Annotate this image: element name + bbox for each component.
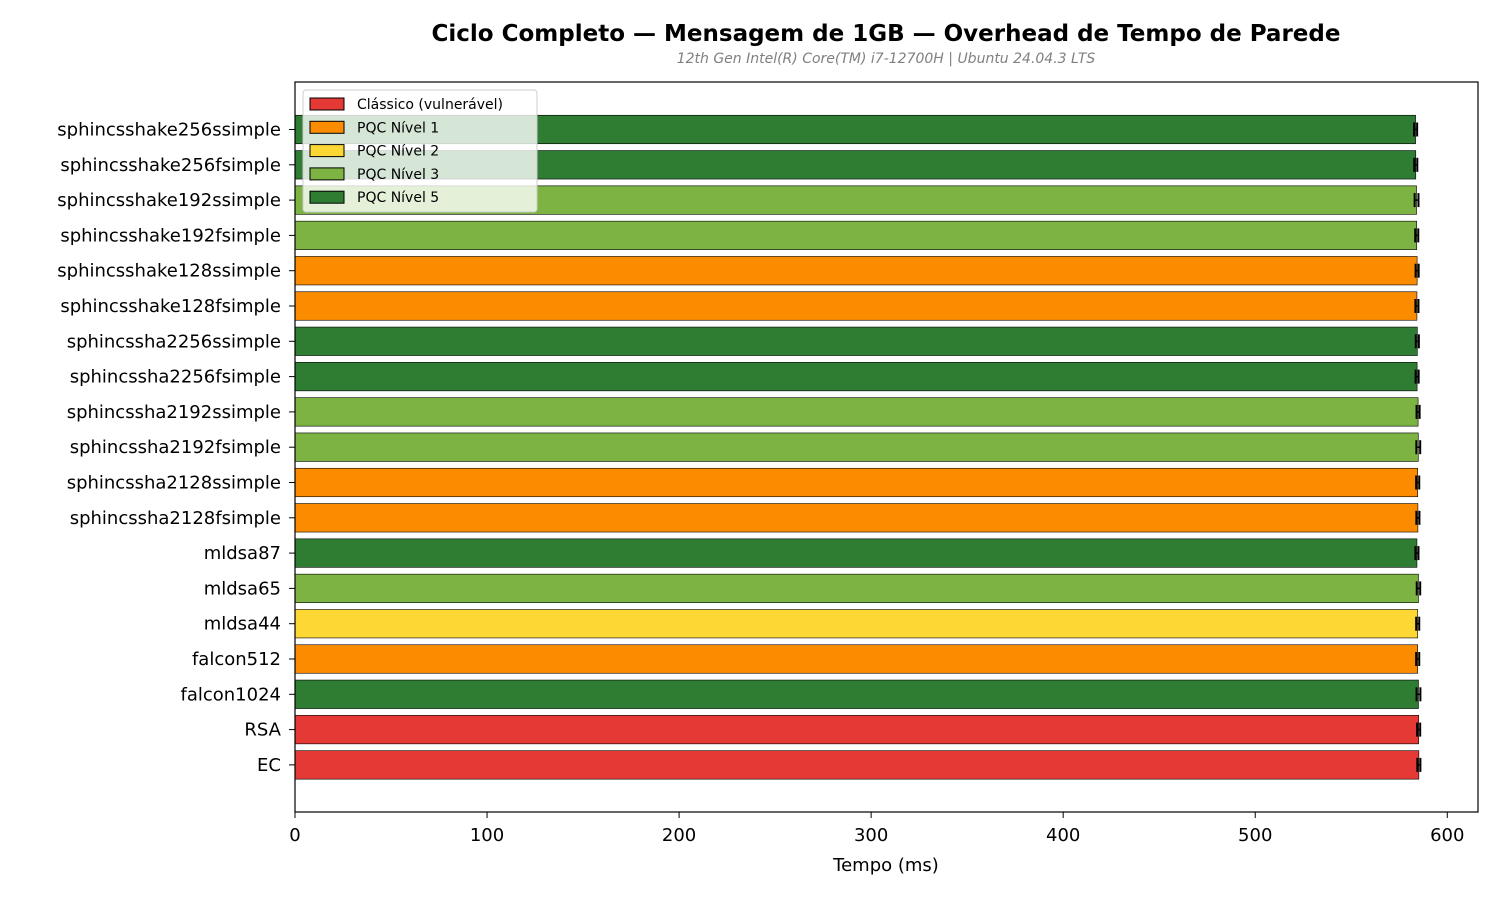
legend-box [302, 89, 538, 213]
legend: Clássico (vulnerável) PQC Nível 1 PQC Níve… [302, 89, 538, 213]
bar-sphincssha2192ssimple [294, 397, 1419, 427]
x-tick-label-100: 100 [470, 825, 504, 846]
bars-group [294, 114, 1420, 780]
legend-label-4: PQC Nível 3 [357, 167, 439, 183]
x-tick-label-500: 500 [1238, 825, 1272, 846]
y-tick-label-sphincsshake192fsimple: sphincsshake192fsimple [60, 225, 281, 246]
bar-sphincsshake128fsimple [294, 291, 1418, 321]
bar-sphincssha2128ssimple [294, 467, 1418, 498]
bar-mldsa44 [294, 609, 1418, 639]
y-tick-label-sphincsshake128ssimple: sphincsshake128ssimple [57, 261, 281, 282]
legend-swatch-2 [309, 120, 345, 134]
y-tick-label-sphincssha2256ssimple: sphincssha2256ssimple [67, 331, 281, 352]
bar-falcon512 [294, 644, 1418, 674]
chart-subtitle: 12th Gen Intel(R) Core(TM) i7-12700H | U… [677, 51, 1096, 67]
y-tick-label-mldsa44: mldsa44 [204, 614, 281, 635]
legend-swatch-3 [309, 144, 345, 158]
error-bars-group [1413, 122, 1422, 772]
y-tick-label-mldsa65: mldsa65 [204, 578, 281, 599]
y-tick-label-sphincsshake192ssimple: sphincsshake192ssimple [57, 190, 281, 211]
x-tick-label-400: 400 [1046, 825, 1080, 846]
legend-label-5: PQC Nível 5 [357, 190, 439, 206]
x-tick-label-0: 0 [289, 825, 300, 846]
plot-frame [294, 81, 1479, 813]
y-tick-label-falcon1024: falcon1024 [181, 684, 282, 705]
bar-mldsa87 [294, 538, 1418, 568]
legend-swatch-1 [309, 97, 345, 111]
chart-title: Ciclo Completo — Mensagem de 1GB — Overh… [432, 21, 1341, 47]
y-tick-label-sphincssha2192ssimple: sphincssha2192ssimple [67, 402, 281, 423]
x-axis: 0 100 200 300 400 500 600 [289, 812, 1464, 846]
x-tick-label-600: 600 [1430, 825, 1464, 846]
x-tick-label-200: 200 [662, 825, 696, 846]
y-tick-label-mldsa87: mldsa87 [204, 543, 281, 564]
bar-EC [294, 750, 1420, 780]
y-tick-label-RSA: RSA [244, 720, 281, 741]
y-tick-label-sphincssha2256fsimple: sphincssha2256fsimple [70, 367, 281, 388]
y-axis: sphincsshake256ssimple sphincsshake256fsi… [57, 120, 295, 776]
y-tick-label-sphincsshake128fsimple: sphincsshake128fsimple [60, 296, 281, 317]
legend-label-1: Clássico (vulnerável) [357, 97, 503, 113]
bar-sphincsshake128ssimple [294, 256, 1418, 286]
legend-label-3: PQC Nível 2 [357, 144, 439, 160]
bar-RSA [294, 715, 1419, 745]
legend-label-2: PQC Nível 1 [357, 120, 439, 136]
bar-sphincsshake192fsimple [294, 220, 1418, 250]
bar-sphincssha2128fsimple [294, 503, 1419, 533]
legend-swatch-5 [309, 190, 345, 204]
y-tick-label-sphincssha2128fsimple: sphincssha2128fsimple [70, 508, 281, 529]
bar-sphincssha2256fsimple [294, 362, 1418, 392]
legend-swatch-4 [309, 167, 345, 181]
bar-falcon1024 [294, 679, 1419, 709]
bar-sphincssha2192fsimple [294, 432, 1419, 462]
bar-sphincssha2256ssimple [294, 326, 1418, 356]
y-tick-label-EC: EC [257, 755, 281, 776]
y-tick-label-sphincssha2128ssimple: sphincssha2128ssimple [67, 473, 281, 494]
y-tick-label-sphincsshake256ssimple: sphincsshake256ssimple [57, 120, 281, 141]
y-tick-label-falcon512: falcon512 [192, 649, 281, 670]
y-tick-label-sphincssha2192fsimple: sphincssha2192fsimple [70, 437, 281, 458]
y-tick-label-sphincsshake256fsimple: sphincsshake256fsimple [60, 155, 281, 176]
x-tick-label-300: 300 [854, 825, 888, 846]
bar-mldsa65 [294, 573, 1419, 603]
x-axis-label: Tempo (ms) [832, 855, 939, 876]
